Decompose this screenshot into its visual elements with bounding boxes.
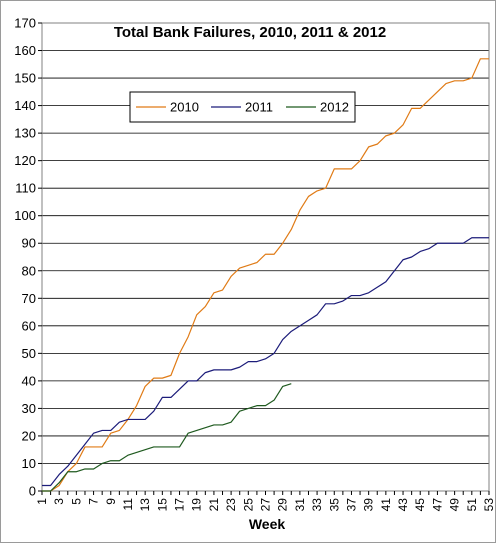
x-tick-label: 15 (155, 498, 169, 512)
legend-box (129, 91, 356, 123)
x-tick-label: 41 (379, 498, 393, 512)
y-tick-label: 160 (14, 43, 36, 58)
y-tick-label: 150 (14, 71, 36, 86)
y-tick-label: 30 (22, 401, 36, 416)
y-tick-label: 40 (22, 373, 36, 388)
x-tick-label: 53 (482, 498, 496, 512)
x-tick-label: 27 (259, 498, 273, 512)
x-tick-label: 51 (465, 498, 479, 512)
gridlines (42, 22, 489, 464)
legend-label-2011: 2011 (245, 100, 273, 115)
chart-title: Total Bank Failures, 2010, 2011 & 2012 (114, 24, 386, 41)
x-tick-label: 25 (241, 498, 255, 512)
x-tick-label: 19 (190, 498, 204, 512)
series-line-2011 (42, 237, 489, 487)
x-tick-label: 49 (448, 498, 462, 512)
x-tick-label: 37 (344, 498, 358, 512)
x-tick-label: 17 (173, 498, 187, 512)
y-tick-label: 60 (22, 318, 36, 333)
x-tick-label: 21 (207, 498, 221, 512)
x-tick-label: 1 (35, 498, 49, 505)
legend: 2010 2011 2012 (129, 91, 356, 123)
y-tick-label: 110 (15, 181, 36, 196)
y-tick-label: 50 (22, 346, 36, 361)
axes: 0 10 20 30 40 50 60 70 80 90 100 110 120 130 140 150 160… (14, 16, 496, 512)
legend-label-2012: 2012 (320, 100, 349, 115)
y-tick-label: 20 (22, 428, 36, 443)
x-tick-label: 29 (276, 498, 290, 512)
y-tick-label: 120 (14, 153, 36, 168)
x-tick-label: 39 (362, 498, 376, 512)
y-tick-label: 100 (14, 208, 36, 223)
y-tick-label: 140 (14, 98, 36, 113)
x-tick-label: 45 (413, 498, 427, 512)
x-tick-label: 23 (224, 498, 238, 512)
x-tick-label: 35 (327, 498, 341, 512)
series-line-2012 (42, 383, 292, 492)
y-tick-label: 170 (14, 16, 36, 31)
y-tick-label: 10 (22, 456, 36, 471)
legend-label-2010: 2010 (170, 100, 199, 115)
x-tick-label: 13 (138, 498, 152, 512)
x-tick-label: 47 (430, 498, 444, 512)
series-lines (42, 58, 489, 492)
y-tick-label: 80 (22, 263, 36, 278)
x-tick-label: 7 (87, 498, 101, 505)
x-tick-label: 9 (104, 498, 118, 505)
x-tick-label: 3 (52, 498, 66, 505)
x-tick-label: 5 (69, 498, 83, 505)
x-tick-label: 43 (396, 498, 410, 512)
x-tick-label: 33 (310, 498, 324, 512)
x-tick-label: 11 (121, 498, 135, 511)
x-axis-label: Week (249, 516, 286, 532)
series-line-2010 (42, 58, 489, 492)
y-tick-label: 130 (14, 126, 36, 141)
y-tick-label: 90 (22, 236, 36, 251)
x-tick-label: 31 (293, 498, 307, 512)
y-tick-label: 70 (22, 291, 36, 306)
y-tick-label: 0 (29, 484, 36, 499)
